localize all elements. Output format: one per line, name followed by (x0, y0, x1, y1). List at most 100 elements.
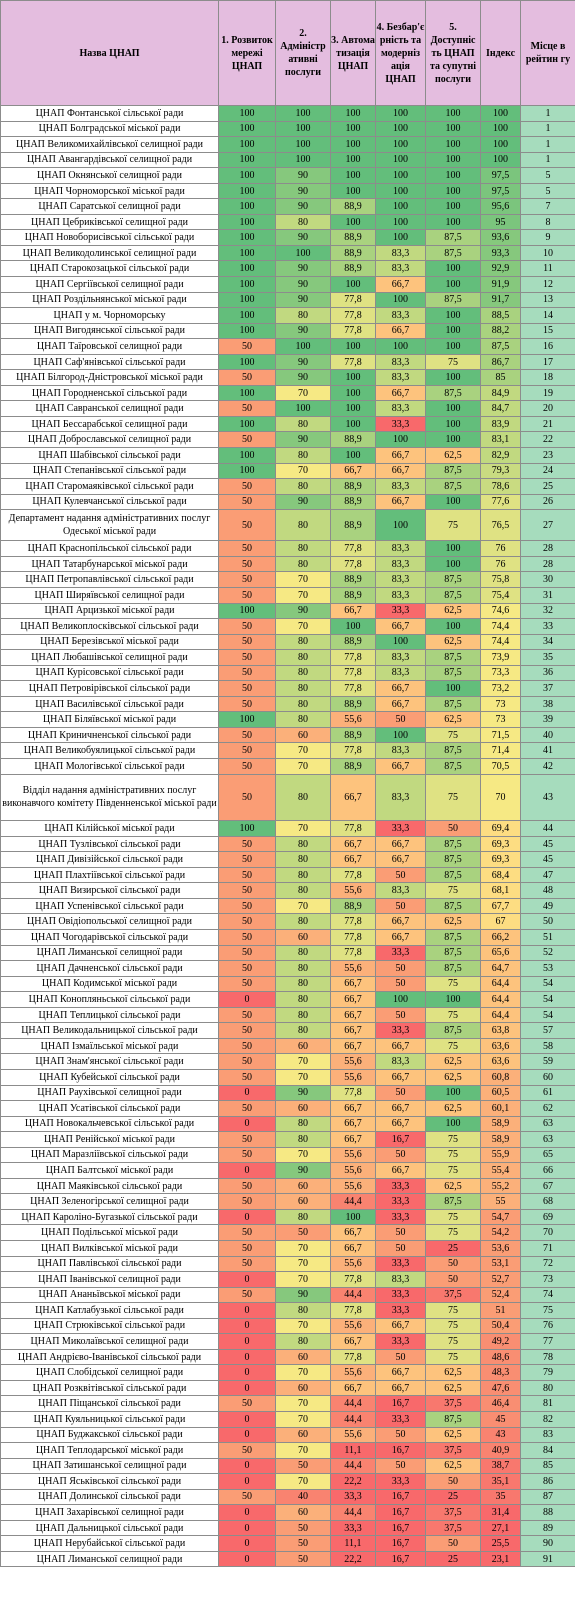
admin-services-cell: 90 (275, 229, 331, 246)
accessibility-cell: 66,7 (375, 493, 426, 511)
network-cell: 50 (218, 866, 276, 884)
index-cell: 87,5 (480, 338, 521, 355)
admin-services-cell: 80 (275, 540, 331, 557)
availability-cell: 87,5 (425, 897, 481, 915)
admin-services-cell: 80 (275, 695, 331, 713)
rank-cell: 68 (520, 1193, 575, 1210)
accessibility-cell: 83,3 (375, 555, 426, 573)
network-cell: 100 (218, 353, 276, 371)
automation-cell: 55,6 (330, 1053, 376, 1070)
table-row: ЦНАП Андрієво-Іванівської сільської ради… (0, 1348, 575, 1366)
automation-cell: 77,8 (330, 820, 376, 837)
table-row: ЦНАП Нерубайської сільської ради 0 50 11,1 1… (0, 1535, 575, 1552)
network-cell: 100 (218, 711, 276, 728)
rank-cell: 42 (520, 757, 575, 775)
rank-cell: 28 (520, 540, 575, 557)
accessibility-cell: 33,3 (375, 1286, 426, 1304)
accessibility-cell: 66,7 (375, 1115, 426, 1133)
index-cell: 35 (480, 1488, 521, 1506)
admin-services-cell: 100 (275, 136, 331, 153)
automation-cell: 33,3 (330, 1488, 376, 1506)
automation-cell: 88,9 (330, 493, 376, 511)
index-cell: 54,7 (480, 1208, 521, 1226)
table-row: ЦНАП Овідіопольської селищної ради 50 80 77… (0, 913, 575, 931)
table-row: ЦНАП Піщанської сільської ради 50 70 44,4 16… (0, 1395, 575, 1412)
cnap-name-cell: ЦНАП Роздільнянської міської ради (0, 291, 219, 309)
index-cell: 23,1 (480, 1550, 521, 1568)
table-row: ЦНАП Затишанської селищної ради 0 50 44,4 50… (0, 1457, 575, 1475)
automation-cell: 100 (330, 400, 376, 417)
index-cell: 93,3 (480, 244, 521, 262)
availability-cell: 100 (425, 105, 481, 122)
network-cell: 50 (218, 1193, 276, 1210)
network-cell: 0 (218, 1208, 276, 1226)
automation-cell: 100 (330, 338, 376, 355)
availability-cell: 75 (425, 1131, 481, 1148)
rank-cell: 59 (520, 1053, 575, 1070)
index-cell: 46,4 (480, 1395, 521, 1412)
index-cell: 73,9 (480, 649, 521, 666)
automation-cell: 88,9 (330, 586, 376, 604)
table-row: ЦНАП Василівської сільської ради 50 80 88,9… (0, 695, 575, 713)
rank-cell: 61 (520, 1084, 575, 1102)
rank-cell: 11 (520, 260, 575, 278)
table-row: ЦНАП Буджакської сільської ради 0 60 55,6 50… (0, 1426, 575, 1444)
index-cell: 100 (480, 120, 521, 138)
availability-cell: 87,5 (425, 695, 481, 713)
index-cell: 95 (480, 213, 521, 231)
accessibility-cell: 33,3 (375, 1333, 426, 1350)
admin-services-cell: 80 (275, 509, 331, 542)
network-cell: 50 (218, 586, 276, 604)
rank-cell: 87 (520, 1488, 575, 1506)
network-cell: 50 (218, 680, 276, 697)
automation-cell: 88,9 (330, 695, 376, 713)
table-row: ЦНАП Авангардівської селищної ради 100 100… (0, 151, 575, 169)
table-row: ЦНАП Зеленогірської селищної ради 50 60 44,… (0, 1193, 575, 1210)
admin-services-cell: 60 (275, 1504, 331, 1521)
automation-cell: 66,7 (330, 851, 376, 868)
table-row: ЦНАП Старокозацької сільської ради 100 90 8… (0, 260, 575, 278)
rank-cell: 38 (520, 695, 575, 713)
rank-cell: 72 (520, 1255, 575, 1273)
network-cell: 50 (218, 1053, 276, 1070)
availability-cell: 62,5 (425, 1100, 481, 1117)
availability-cell: 37,5 (425, 1286, 481, 1304)
admin-services-cell: 80 (275, 866, 331, 884)
availability-cell: 50 (425, 1535, 481, 1552)
automation-cell: 55,6 (330, 1364, 376, 1381)
automation-cell: 66,7 (330, 1224, 376, 1241)
rank-cell: 54 (520, 975, 575, 993)
automation-cell: 77,8 (330, 540, 376, 557)
network-cell: 100 (218, 151, 276, 169)
cnap-name-cell: ЦНАП Василівської сільської ради (0, 695, 219, 713)
rank-cell: 65 (520, 1146, 575, 1164)
admin-services-cell: 80 (275, 1006, 331, 1024)
availability-cell: 75 (425, 1162, 481, 1179)
index-cell: 65,6 (480, 944, 521, 962)
availability-cell: 37,5 (425, 1519, 481, 1537)
cnap-name-cell: ЦНАП Біляївської міської ради (0, 711, 219, 728)
automation-cell: 55,6 (330, 1317, 376, 1335)
accessibility-cell: 16,7 (375, 1550, 426, 1568)
rank-cell: 37 (520, 680, 575, 697)
accessibility-cell: 100 (375, 229, 426, 246)
rank-cell: 39 (520, 711, 575, 728)
automation-cell: 100 (330, 369, 376, 386)
admin-services-cell: 50 (275, 1519, 331, 1537)
admin-services-cell: 80 (275, 944, 331, 962)
automation-cell: 44,4 (330, 1457, 376, 1475)
accessibility-cell: 66,7 (375, 1317, 426, 1335)
automation-cell: 66,7 (330, 975, 376, 993)
accessibility-cell: 50 (375, 1006, 426, 1024)
index-cell: 86,7 (480, 353, 521, 371)
admin-services-cell: 50 (275, 1535, 331, 1552)
network-cell: 50 (218, 1006, 276, 1024)
rank-cell: 67 (520, 1177, 575, 1195)
cnap-name-cell: ЦНАП Білгород-Дністровської міської ради (0, 369, 219, 386)
cnap-name-cell: ЦНАП Сергіївської селищної ради (0, 276, 219, 293)
automation-cell: 77,8 (330, 1084, 376, 1102)
availability-cell: 25 (425, 1239, 481, 1257)
cnap-name-cell: ЦНАП Фонтанської сільської ради (0, 105, 219, 122)
accessibility-cell: 83,3 (375, 540, 426, 557)
cnap-name-cell: Департамент надання адміністративних пос… (0, 509, 219, 542)
